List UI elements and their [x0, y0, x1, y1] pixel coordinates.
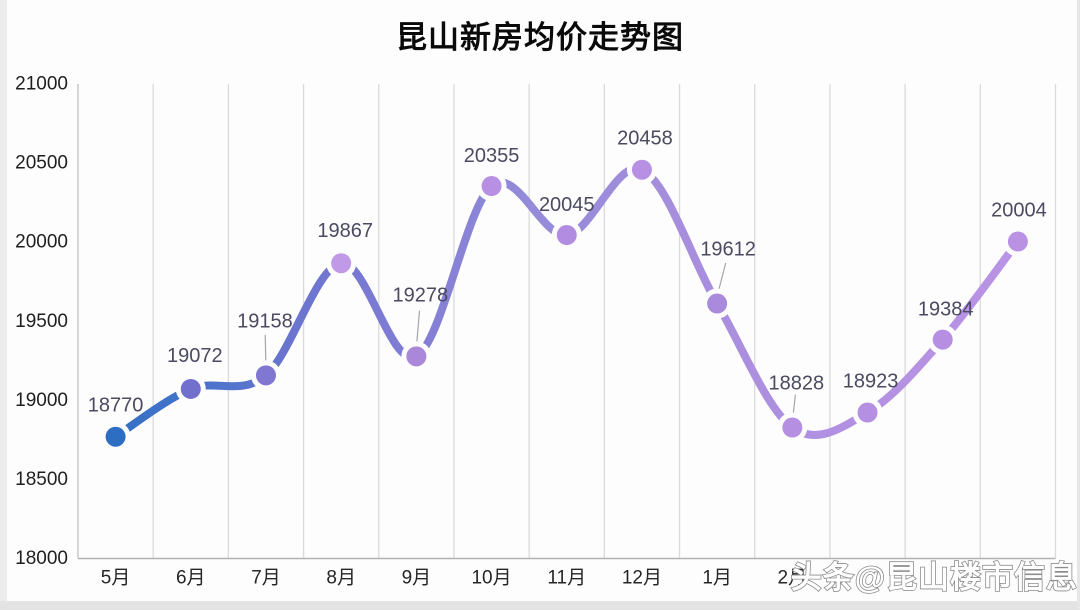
data-labels: 18770 19072 19158 19867 19278 20355 20045 20458… — [88, 128, 1047, 417]
x-tick-label: 12月 — [622, 568, 662, 589]
x-tick-label: 5月 — [101, 568, 131, 589]
data-label: 20355 — [464, 145, 520, 167]
data-point-marker — [180, 378, 201, 399]
data-label: 19158 — [237, 310, 293, 332]
data-point-marker — [331, 253, 352, 274]
x-tick-label: 10月 — [471, 568, 511, 589]
axes — [77, 84, 1056, 560]
x-tick-label: 8月 — [326, 568, 356, 589]
data-point-markers — [100, 154, 1033, 452]
y-tick-label: 19000 — [15, 390, 68, 411]
x-tick-label: 7月 — [251, 568, 281, 589]
data-label: 19612 — [700, 239, 756, 261]
y-axis-tick-labels: 18000 18500 19000 19500 20000 20500 21000 — [15, 74, 68, 570]
data-point-marker — [782, 417, 803, 438]
data-label: 20458 — [617, 128, 673, 150]
data-point-marker — [406, 346, 427, 367]
image-edge-left — [0, 0, 7, 610]
y-tick-label: 18500 — [15, 469, 68, 490]
x-tick-label: 11月 — [547, 568, 586, 589]
data-point-marker — [707, 293, 728, 314]
y-tick-label: 20000 — [15, 232, 68, 253]
y-tick-label: 18000 — [15, 548, 68, 569]
x-tick-label: 1月 — [702, 568, 732, 589]
data-point-marker — [1007, 231, 1028, 252]
data-label: 19278 — [393, 284, 449, 306]
data-label: 18828 — [769, 373, 825, 395]
data-point-marker — [556, 225, 577, 246]
data-label: 20004 — [991, 200, 1047, 222]
data-label: 18770 — [88, 395, 144, 417]
image-edge-bottom — [0, 601, 1080, 610]
data-label-leader-lines — [264, 262, 797, 421]
x-tick-label: 9月 — [402, 568, 432, 589]
data-label: 19867 — [317, 220, 373, 242]
chart-title: 昆山新房均价走势图 — [396, 20, 684, 55]
image-edge-right — [1077, 0, 1080, 610]
data-point-marker — [105, 426, 126, 447]
watermark: 头条@昆山楼市信息 — [791, 560, 1078, 595]
data-point-marker — [857, 402, 878, 423]
data-point-marker — [631, 159, 652, 180]
leader-line — [415, 310, 421, 347]
data-point-marker — [932, 329, 953, 350]
y-tick-label: 20500 — [15, 153, 68, 174]
data-label: 19072 — [167, 345, 223, 367]
y-tick-label: 19500 — [15, 311, 68, 332]
x-tick-label: 6月 — [176, 568, 206, 589]
x-tick-label: 2月 — [778, 568, 808, 589]
x-axis-tick-labels: 5月 6月 7月 8月 9月 10月 11月 12月 1月 2月 — [101, 568, 807, 589]
y-tick-label: 21000 — [15, 74, 68, 95]
data-point-marker — [255, 365, 276, 386]
data-label: 19384 — [918, 299, 974, 321]
data-label: 18923 — [843, 371, 899, 393]
data-point-marker — [481, 176, 502, 197]
data-label: 20045 — [539, 194, 595, 216]
